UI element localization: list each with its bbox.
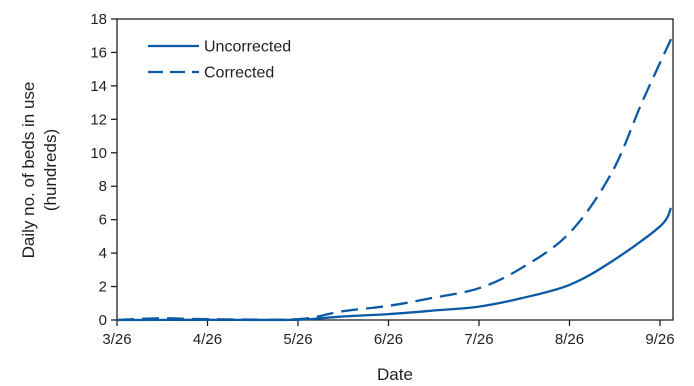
y-axis-title-line-1: Daily no. of beds in use [19,82,38,259]
y-tick-label: 16 [90,44,107,61]
plot-frame [116,18,674,321]
legend-label-uncorrected: Uncorrected [204,39,291,56]
x-axis-ticks: 3/26 4/26 5/26 6/26 7/26 8/26 9/26 [102,320,675,348]
y-axis-ticks: 0 2 4 6 8 10 12 14 16 18 [90,11,117,329]
y-tick-label: 8 [99,178,107,195]
x-tick-label: 3/26 [102,331,131,348]
y-tick-label: 18 [90,11,107,28]
y-axis-title-line-2: (hundreds) [41,129,60,211]
y-tick-label: 12 [90,111,107,128]
y-tick-label: 14 [90,78,107,95]
series-line-corrected [116,38,673,322]
y-tick-label: 0 [99,312,107,329]
x-tick-label: 6/26 [374,331,403,348]
series-line-uncorrected [116,207,673,322]
x-tick-label: 9/26 [645,331,674,348]
x-tick-label: 4/26 [193,331,222,348]
y-tick-label: 4 [99,245,107,262]
y-tick-label: 10 [90,145,107,162]
x-tick-label: 8/26 [555,331,584,348]
y-axis-title: Daily no. of beds in use (hundreds) [19,82,60,259]
legend-label-corrected: Corrected [204,65,274,82]
x-axis-title: Date [377,365,413,384]
y-tick-label: 2 [99,279,107,296]
x-tick-label: 7/26 [464,331,493,348]
legend: Uncorrected Corrected [148,39,291,82]
y-tick-label: 6 [99,212,107,229]
x-tick-label: 5/26 [283,331,312,348]
